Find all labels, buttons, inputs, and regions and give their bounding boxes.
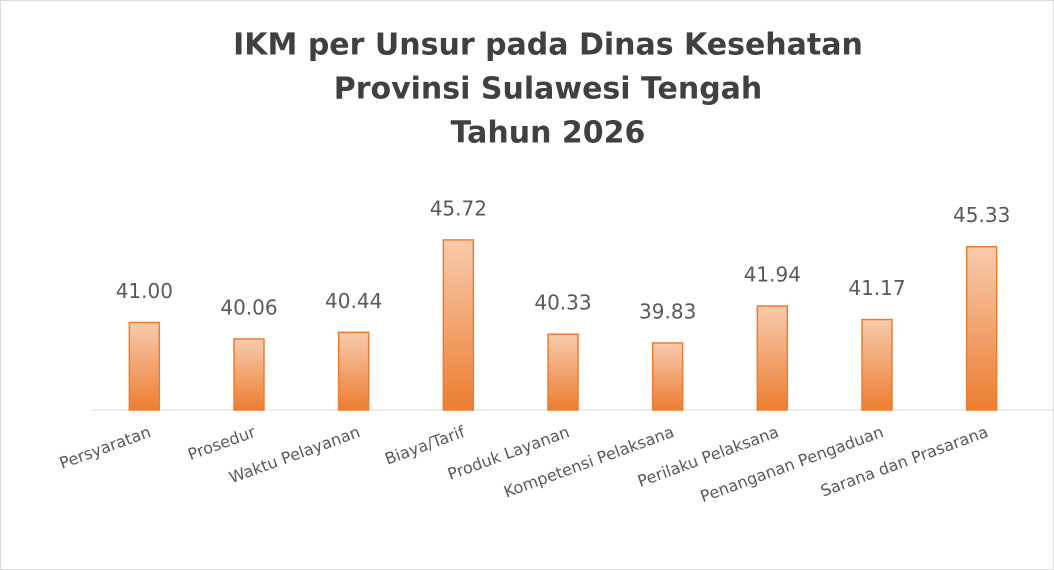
value-label: 40.06 xyxy=(220,295,277,319)
bar xyxy=(233,338,265,411)
value-label: 41.17 xyxy=(848,276,905,300)
bar xyxy=(651,342,684,411)
value-label: 39.83 xyxy=(639,299,696,323)
bar xyxy=(337,331,370,411)
chart-title: Tahun 2026 xyxy=(451,116,646,151)
chart-title: IKM per Unsur pada Dinas Kesehatan xyxy=(233,28,863,63)
value-label: 41.94 xyxy=(744,263,801,287)
value-label: 41.00 xyxy=(116,279,173,303)
bar xyxy=(965,245,998,411)
bar xyxy=(128,321,161,411)
chart-title: Provinsi Sulawesi Tengah xyxy=(334,72,763,107)
bar xyxy=(861,318,893,411)
value-label: 45.72 xyxy=(430,196,487,220)
bar xyxy=(756,305,789,411)
value-label: 45.33 xyxy=(953,203,1010,227)
bar xyxy=(547,333,579,411)
bar xyxy=(442,239,475,411)
value-label: 40.33 xyxy=(534,291,591,315)
value-label: 40.44 xyxy=(325,289,382,313)
